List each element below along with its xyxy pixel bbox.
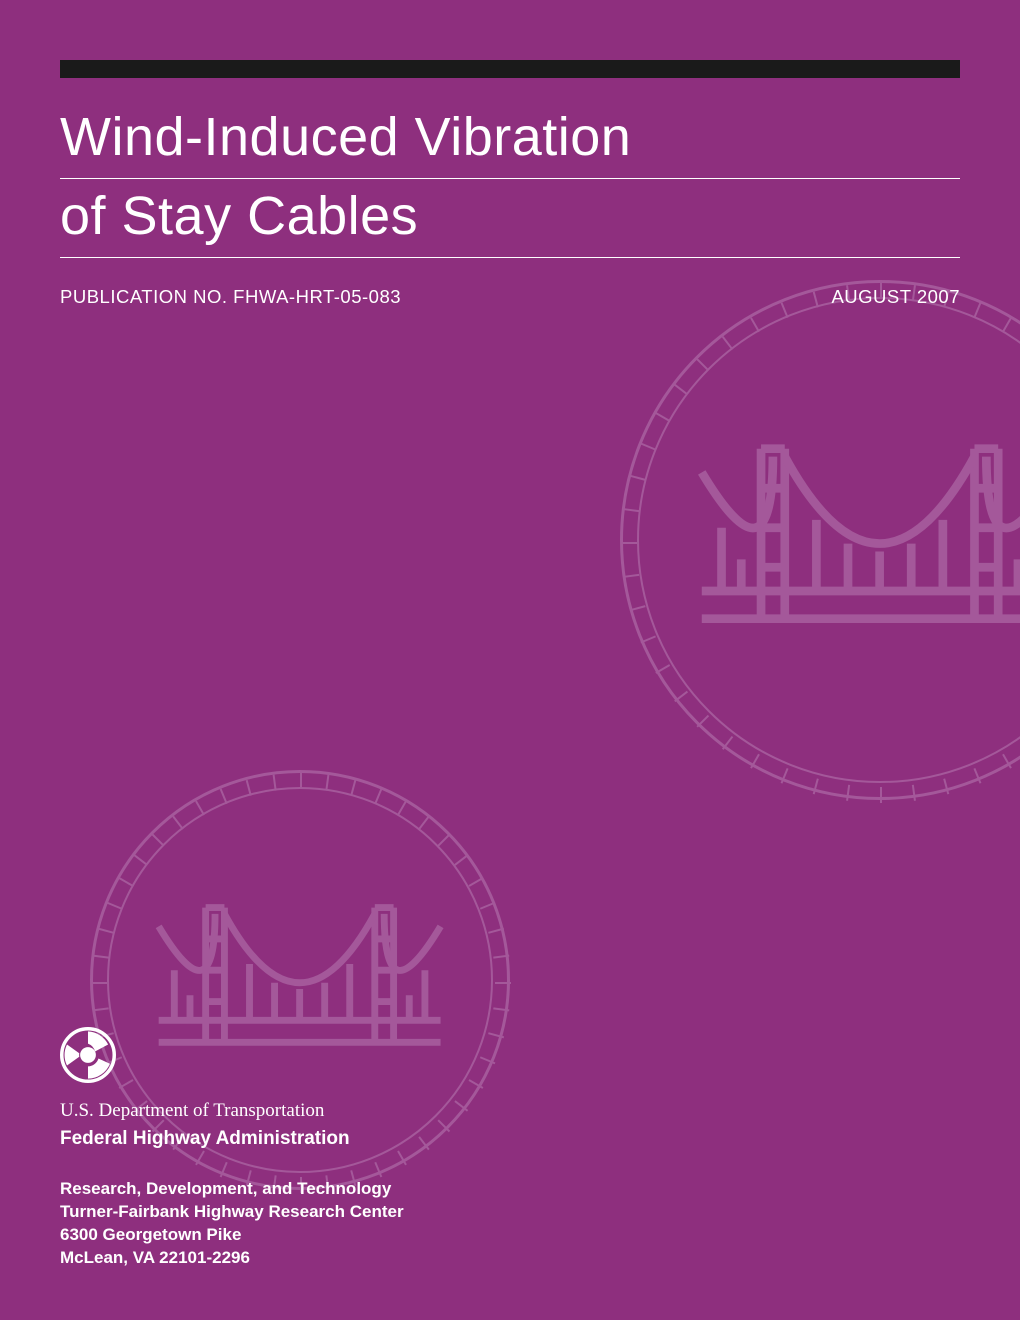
publication-number: PUBLICATION NO. FHWA-HRT-05-083 — [60, 286, 401, 308]
seal-inner-ring — [637, 297, 1020, 783]
footer-block: U.S. Department of Transportation Federa… — [60, 1027, 404, 1270]
address-line-2: Turner-Fairbank Highway Research Center — [60, 1201, 404, 1224]
bridge-icon — [682, 342, 1020, 737]
address-block: Research, Development, and Technology Tu… — [60, 1178, 404, 1270]
address-line-4: McLean, VA 22101-2296 — [60, 1247, 404, 1270]
cover-page: Wind-Induced Vibration of Stay Cables PU… — [0, 0, 1020, 1320]
publication-row: PUBLICATION NO. FHWA-HRT-05-083 AUGUST 2… — [60, 286, 960, 308]
title-block: Wind-Induced Vibration of Stay Cables — [60, 100, 960, 258]
publication-date: AUGUST 2007 — [831, 286, 960, 308]
header-black-bar — [60, 60, 960, 78]
address-line-3: 6300 Georgetown Pike — [60, 1224, 404, 1247]
administration-name: Federal Highway Administration — [60, 1128, 404, 1150]
usdot-logo-icon — [60, 1027, 116, 1083]
department-name: U.S. Department of Transportation — [60, 1100, 404, 1122]
title-line-1: Wind-Induced Vibration — [60, 100, 960, 179]
content-layer: Wind-Induced Vibration of Stay Cables PU… — [60, 60, 960, 308]
seal-watermark-large — [620, 280, 1020, 800]
title-line-2: of Stay Cables — [60, 179, 960, 258]
address-line-1: Research, Development, and Technology — [60, 1178, 404, 1201]
